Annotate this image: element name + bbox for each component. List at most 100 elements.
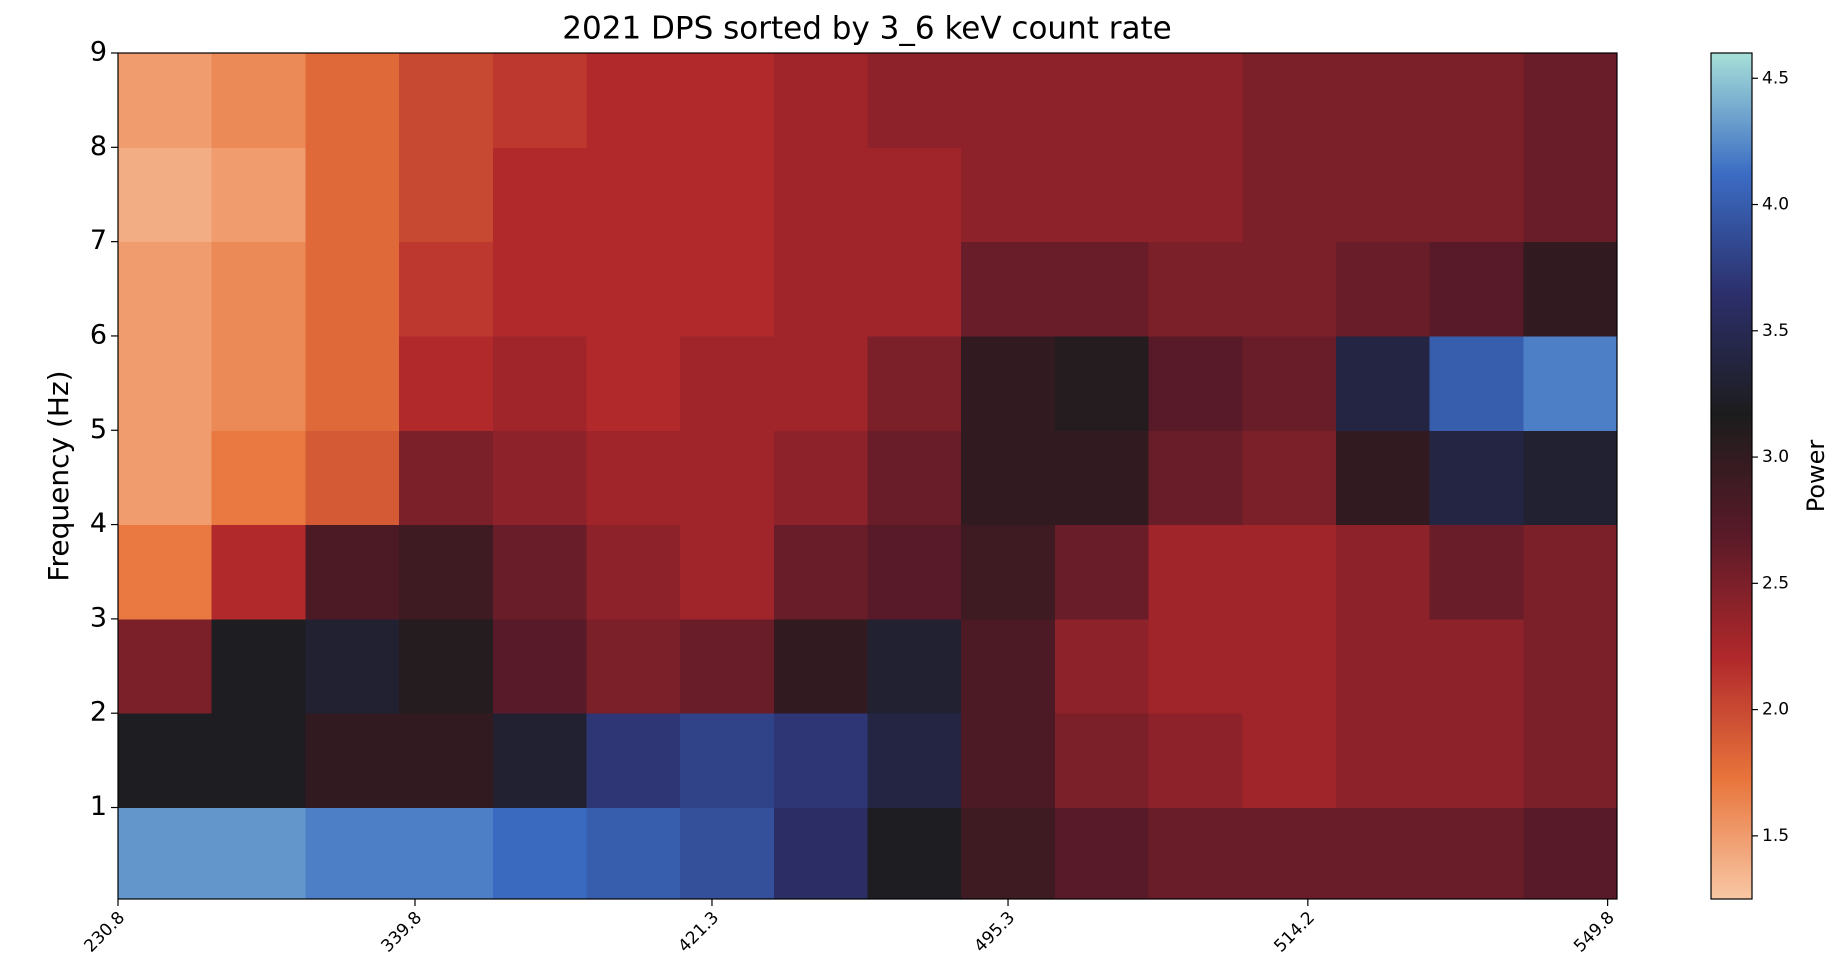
- heatmap-cell: [1054, 713, 1150, 809]
- heatmap-cell: [399, 524, 494, 620]
- y-tick-label: 7: [90, 225, 107, 256]
- heatmap-cell: [680, 147, 775, 243]
- x-tick-label: 230.8: [81, 908, 130, 957]
- heatmap-cell: [1148, 713, 1243, 809]
- heatmap-cell: [305, 53, 400, 148]
- heatmap-cell: [492, 430, 587, 526]
- heatmap-cell: [961, 618, 1056, 714]
- x-tick-label: 495.3: [971, 908, 1020, 957]
- heatmap-cell: [1148, 241, 1243, 337]
- heatmap-cell: [867, 524, 962, 620]
- heatmap-cell: [1429, 53, 1524, 148]
- y-tick-label: 3: [90, 602, 107, 633]
- heatmap-cell: [305, 524, 400, 620]
- heatmap-cell: [867, 618, 962, 714]
- y-tick-label: 4: [90, 508, 107, 539]
- heatmap-cell: [1242, 335, 1337, 431]
- colorbar-tick-label: 4.5: [1762, 68, 1789, 88]
- heatmap-cell: [1335, 147, 1431, 243]
- heatmap-cell: [773, 618, 868, 714]
- colorbar-tick-label: 3.5: [1762, 321, 1789, 341]
- heatmap-cell: [961, 53, 1056, 148]
- heatmap-cell: [1054, 147, 1150, 243]
- y-tick-label: 5: [90, 414, 107, 445]
- heatmap-cell: [773, 241, 868, 337]
- x-tick-label: 421.3: [674, 908, 723, 957]
- heatmap-cell: [680, 430, 775, 526]
- heatmap-cell: [1335, 430, 1431, 526]
- heatmap-cell: [492, 618, 587, 714]
- heatmap-cell: [1523, 430, 1618, 526]
- heatmap-cell: [211, 618, 306, 714]
- heatmap-cell: [1054, 807, 1150, 900]
- heatmap-cell: [1429, 807, 1524, 900]
- heatmap-cell: [680, 53, 775, 148]
- colorbar-tick-label: 1.5: [1762, 826, 1789, 846]
- heatmap-cell: [586, 430, 681, 526]
- heatmap-cell: [1242, 241, 1337, 337]
- heatmap-cell: [1148, 335, 1243, 431]
- heatmap-cell: [305, 430, 400, 526]
- heatmap-cell: [492, 241, 587, 337]
- heatmap-cell: [680, 524, 775, 620]
- heatmap-cell: [211, 335, 306, 431]
- heatmap-cell: [1242, 618, 1337, 714]
- heatmap-cell: [586, 53, 681, 148]
- heatmap-cell: [961, 335, 1056, 431]
- colorbar-tick-label: 4.0: [1762, 195, 1789, 215]
- heatmap-cell: [1429, 430, 1524, 526]
- heatmap-cell: [961, 807, 1056, 900]
- heatmap-cell: [961, 713, 1056, 809]
- heatmap-cell: [586, 807, 681, 900]
- x-tick-label: 549.8: [1570, 908, 1619, 957]
- heatmap-cell: [399, 335, 494, 431]
- heatmap-cell: [961, 241, 1056, 337]
- plot-frame: [117, 52, 1618, 900]
- heatmap-cell: [1054, 524, 1150, 620]
- heatmap-cell: [305, 335, 400, 431]
- heatmap-cell: [399, 807, 494, 900]
- heatmap-cell: [1148, 618, 1243, 714]
- heatmap-cell: [586, 524, 681, 620]
- heatmap-cell: [680, 335, 775, 431]
- heatmap-cell: [492, 713, 587, 809]
- heatmap-cell: [1148, 147, 1243, 243]
- heatmap-cell: [586, 713, 681, 809]
- heatmap-cell: [1523, 713, 1618, 809]
- heatmap-cell: [1523, 53, 1618, 148]
- heatmap-cell: [305, 713, 400, 809]
- heatmap-cell: [118, 807, 213, 900]
- heatmap-cell: [1429, 241, 1524, 337]
- heatmap-cell: [492, 335, 587, 431]
- heatmap-cell: [1148, 807, 1243, 900]
- heatmap-cell: [680, 241, 775, 337]
- heatmap-cell: [118, 147, 213, 243]
- heatmap-cell: [961, 430, 1056, 526]
- heatmap-cell: [492, 807, 587, 900]
- heatmap-cell: [773, 430, 868, 526]
- heatmap-cell: [211, 53, 306, 148]
- heatmap-cell: [773, 147, 868, 243]
- heatmap-cell: [961, 524, 1056, 620]
- heatmap-cell: [1335, 335, 1431, 431]
- heatmap-cell: [305, 807, 400, 900]
- y-tick-label: 9: [90, 37, 107, 68]
- heatmap-cell: [118, 713, 213, 809]
- heatmap-cell: [1429, 335, 1524, 431]
- heatmap-cell: [211, 713, 306, 809]
- heatmap-cell: [399, 713, 494, 809]
- colorbar-tick-label: 2.0: [1762, 700, 1789, 720]
- heatmap-cell: [1429, 618, 1524, 714]
- heatmap-cell: [118, 335, 213, 431]
- heatmap-cell: [1429, 147, 1524, 243]
- heatmap-cell: [1054, 335, 1150, 431]
- heatmap-cell: [492, 524, 587, 620]
- heatmap-cell: [867, 335, 962, 431]
- heatmap-cell: [680, 713, 775, 809]
- heatmap-cell: [1335, 241, 1431, 337]
- heatmap-cell: [1335, 524, 1431, 620]
- heatmap-cell: [118, 241, 213, 337]
- heatmap-cell: [1429, 524, 1524, 620]
- heatmap-cell: [680, 807, 775, 900]
- heatmap-cell: [492, 147, 587, 243]
